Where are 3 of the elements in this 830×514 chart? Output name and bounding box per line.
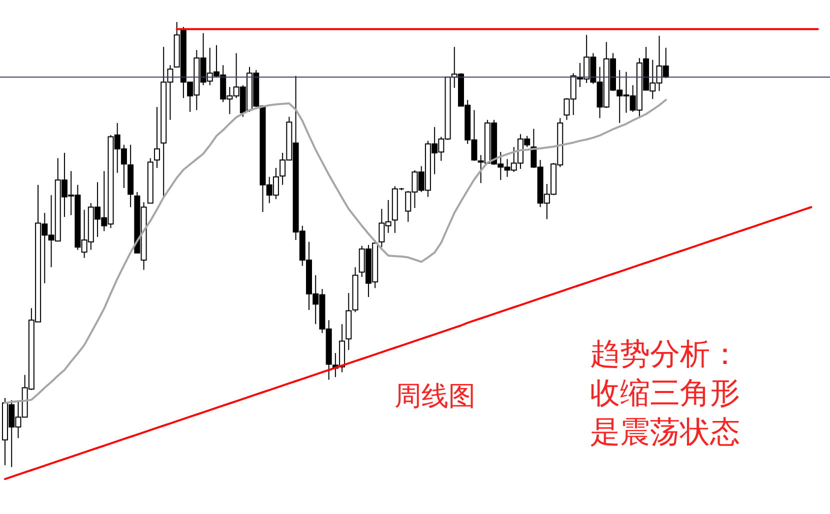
- annotation: 周线图: [394, 381, 476, 412]
- annotation: 趋势分析：收缩三角形是震荡状态: [590, 337, 740, 450]
- candlestick: [154, 106, 160, 168]
